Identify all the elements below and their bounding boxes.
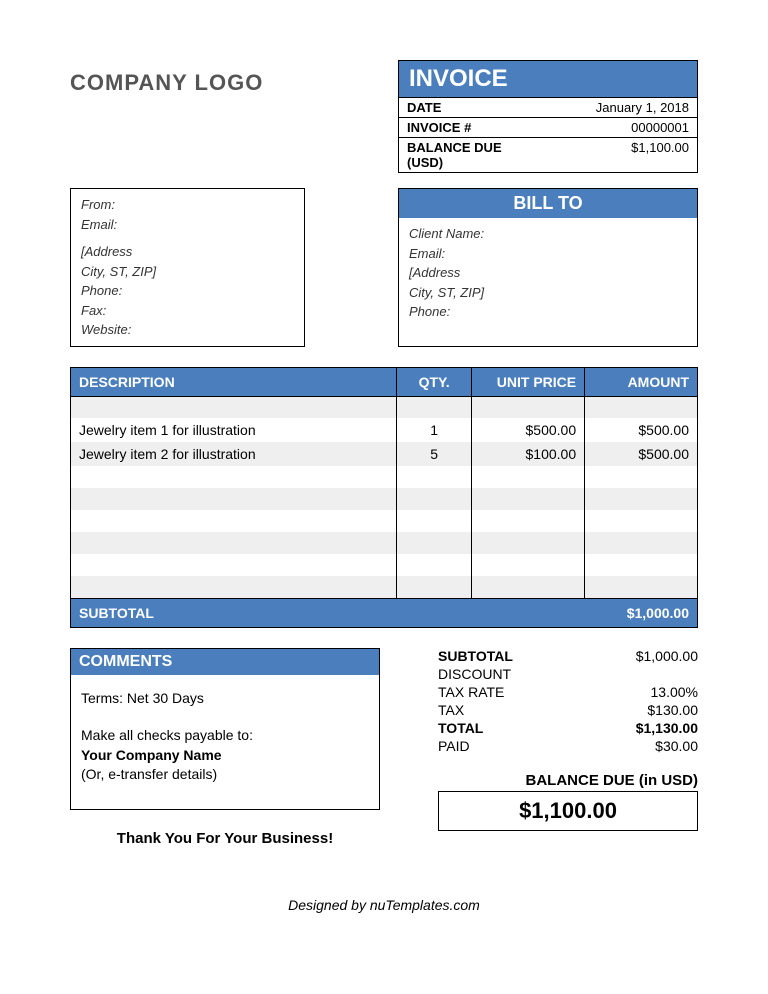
billto-email: Email: <box>409 244 687 264</box>
balance-due-label: BALANCE DUE (USD) <box>399 137 548 172</box>
totals-taxrate-value: 13.00% <box>578 684 698 700</box>
billto-address1: [Address <box>409 263 687 283</box>
totals-discount-label: DISCOUNT <box>438 666 578 682</box>
totals-total-label: TOTAL <box>438 720 578 736</box>
billto-address2: City, ST, ZIP] <box>409 283 687 303</box>
thank-you: Thank You For Your Business! <box>70 830 380 847</box>
col-amount: AMOUNT <box>585 367 698 396</box>
item-desc: Jewelry item 2 for illustration <box>71 442 397 466</box>
item-amt: $500.00 <box>585 442 698 466</box>
item-qty: 1 <box>397 418 472 442</box>
comments-title: COMMENTS <box>71 649 379 675</box>
invoice-header-box: INVOICE DATE January 1, 2018 INVOICE # 0… <box>398 60 698 173</box>
from-website: Website: <box>81 320 294 340</box>
totals-subtotal-value: $1,000.00 <box>578 648 698 664</box>
totals-paid-label: PAID <box>438 738 578 754</box>
table-row: Jewelry item 1 for illustration 1 $500.0… <box>71 418 698 442</box>
table-row <box>71 488 698 510</box>
comments-etransfer: (Or, e-transfer details) <box>81 765 369 785</box>
invoice-number-value: 00000001 <box>548 117 697 137</box>
from-fax: Fax: <box>81 301 294 321</box>
totals-total-value: $1,130.00 <box>578 720 698 736</box>
totals-grid: SUBTOTAL $1,000.00 DISCOUNT TAX RATE 13.… <box>438 648 698 754</box>
item-unit: $500.00 <box>472 418 585 442</box>
item-unit: $100.00 <box>472 442 585 466</box>
totals-paid-value: $30.00 <box>578 738 698 754</box>
date-value: January 1, 2018 <box>548 97 697 117</box>
company-logo: COMPANY LOGO <box>70 70 378 96</box>
billto-title: BILL TO <box>399 189 697 218</box>
subtotal-label: SUBTOTAL <box>71 598 585 627</box>
totals-subtotal-label: SUBTOTAL <box>438 648 578 664</box>
item-amt: $500.00 <box>585 418 698 442</box>
balance-due-final-value: $1,100.00 <box>438 791 698 831</box>
from-address1: [Address <box>81 242 294 262</box>
table-row: Jewelry item 2 for illustration 5 $100.0… <box>71 442 698 466</box>
table-row <box>71 466 698 488</box>
item-qty: 5 <box>397 442 472 466</box>
footer-credit: Designed by nuTemplates.com <box>70 897 698 913</box>
table-row <box>71 532 698 554</box>
subtotal-value: $1,000.00 <box>585 598 698 627</box>
table-row <box>71 510 698 532</box>
col-unit-price: UNIT PRICE <box>472 367 585 396</box>
col-description: DESCRIPTION <box>71 367 397 396</box>
totals-tax-label: TAX <box>438 702 578 718</box>
balance-due-final-label: BALANCE DUE (in USD) <box>438 772 698 789</box>
totals-discount-value <box>578 666 698 682</box>
billto-box: BILL TO Client Name: Email: [Address Cit… <box>398 188 698 347</box>
subtotal-row: SUBTOTAL $1,000.00 <box>71 598 698 627</box>
item-desc: Jewelry item 1 for illustration <box>71 418 397 442</box>
table-row <box>71 554 698 576</box>
invoice-title: INVOICE <box>399 61 697 97</box>
billto-phone: Phone: <box>409 302 687 322</box>
table-row <box>71 576 698 598</box>
from-address2: City, ST, ZIP] <box>81 262 294 282</box>
col-qty: QTY. <box>397 367 472 396</box>
table-row <box>71 396 698 418</box>
from-email: Email: <box>81 215 294 235</box>
totals-tax-value: $130.00 <box>578 702 698 718</box>
balance-due-value: $1,100.00 <box>548 137 697 172</box>
items-table: DESCRIPTION QTY. UNIT PRICE AMOUNT Jewel… <box>70 367 698 628</box>
from-box: From: Email: [Address City, ST, ZIP] Pho… <box>70 188 305 347</box>
from-line: From: <box>81 195 294 215</box>
from-phone: Phone: <box>81 281 294 301</box>
date-label: DATE <box>399 97 548 117</box>
invoice-number-label: INVOICE # <box>399 117 548 137</box>
comments-terms: Terms: Net 30 Days <box>81 689 369 709</box>
billto-client: Client Name: <box>409 224 687 244</box>
comments-checks-label: Make all checks payable to: <box>81 726 369 746</box>
comments-box: COMMENTS Terms: Net 30 Days Make all che… <box>70 648 380 810</box>
totals-taxrate-label: TAX RATE <box>438 684 578 700</box>
comments-company: Your Company Name <box>81 746 369 766</box>
